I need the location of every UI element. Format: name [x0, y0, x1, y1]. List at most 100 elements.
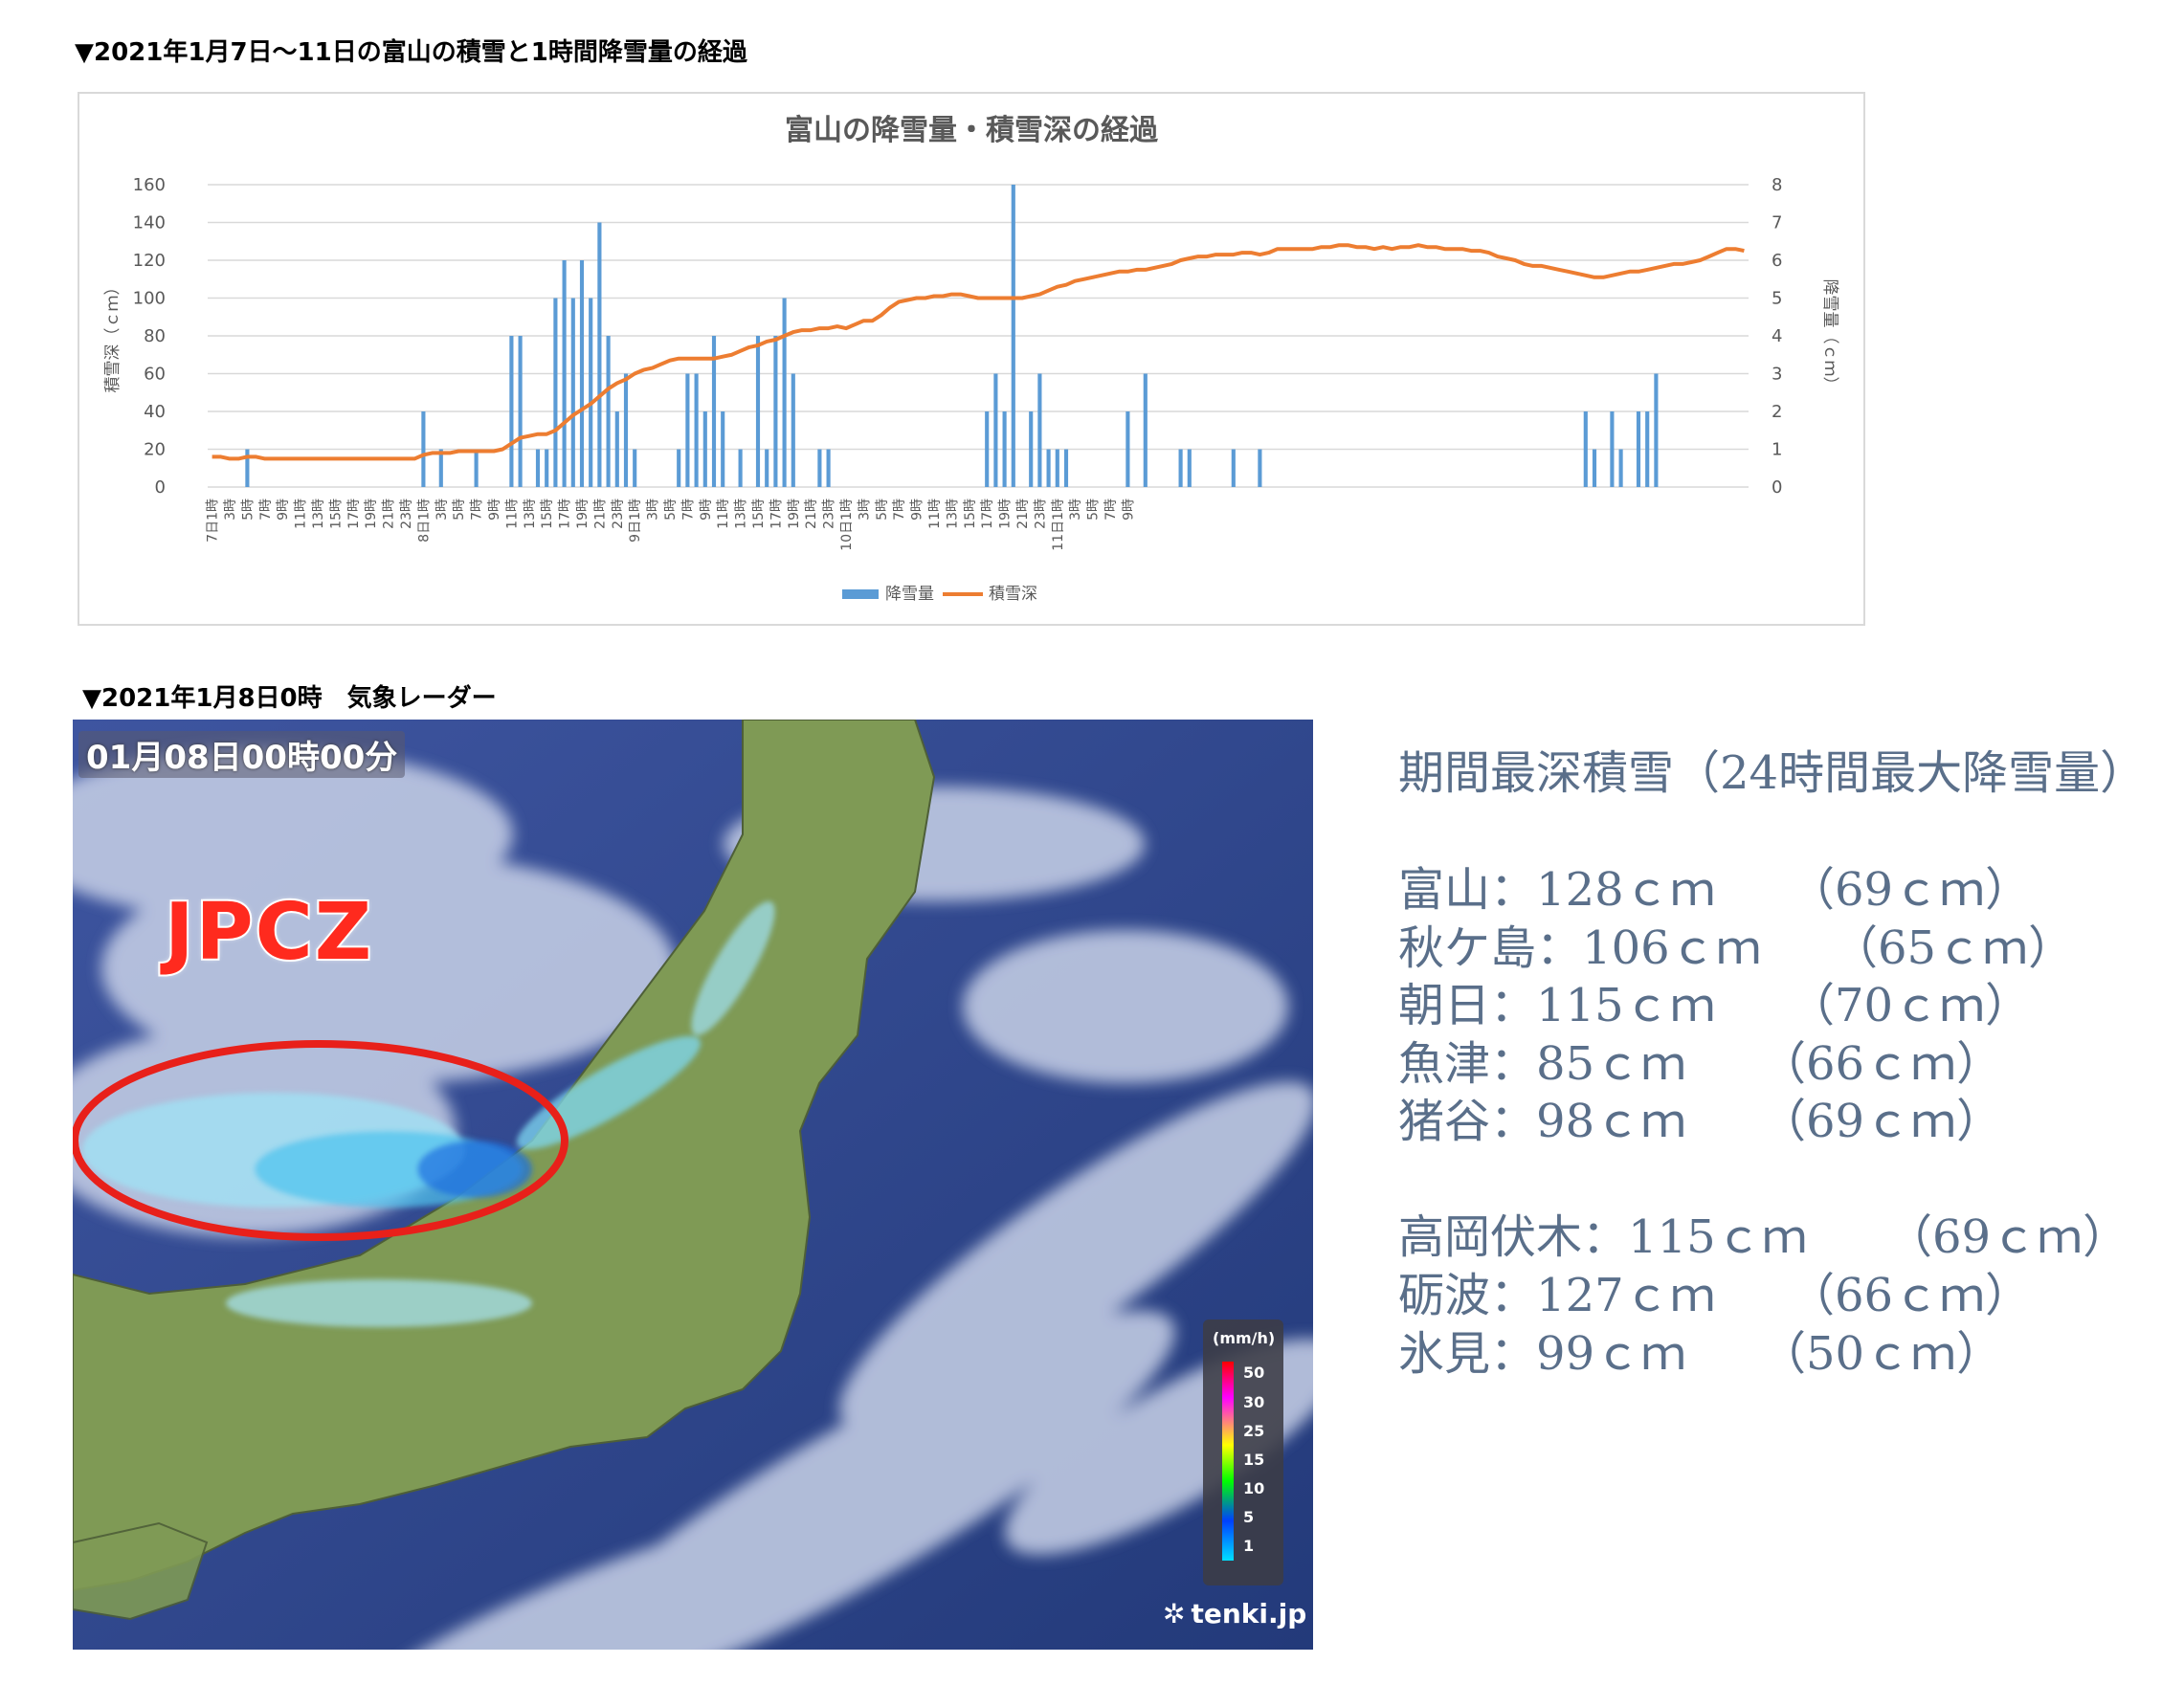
x-tick-label: 7時	[470, 499, 485, 521]
legend-value: 5	[1243, 1508, 1255, 1526]
y-left-tick-label: 40	[144, 402, 166, 422]
x-tick-label: 15時	[963, 499, 978, 529]
snowfall-bar	[782, 298, 787, 487]
stats-title: 期間最深積雪（24時間最大降雪量）	[1398, 746, 2147, 800]
stat-max-depth: 98ｃｍ	[1536, 1095, 1687, 1148]
x-tick-label: 11時	[294, 499, 309, 529]
y-left-axis-label: 積雪深（ｃｍ）	[103, 279, 123, 393]
snowfall-bar	[562, 260, 567, 487]
x-tick-label: 3時	[857, 499, 872, 521]
snowfall-bar	[1583, 411, 1588, 487]
snowfall-bar	[579, 260, 585, 487]
y-left-tick-label: 120	[133, 251, 166, 271]
stat-max-24h: （66ｃｍ）	[1760, 1036, 2003, 1091]
snowfall-bar	[817, 449, 822, 487]
y-right-axis-label: 降雪量（ｃｍ）	[1820, 279, 1839, 393]
snowfall-bar	[1258, 449, 1262, 487]
radar-map-image	[73, 720, 1313, 1650]
stat-max-24h: （50ｃｍ）	[1760, 1327, 2003, 1381]
x-tick-label: 9日1時	[628, 499, 643, 543]
x-tick-label: 11時	[927, 499, 943, 529]
stat-separator: ：	[1490, 979, 1537, 1032]
legend-bar-swatch	[842, 589, 879, 599]
x-tick-label: 11時	[504, 499, 520, 529]
stat-place: 猪谷	[1398, 1095, 1491, 1148]
stat-row: 砺波：127ｃｍ （66ｃｍ）	[1398, 1257, 2031, 1324]
x-tick-label: 7時	[258, 499, 274, 521]
x-tick-label: 9時	[276, 499, 291, 521]
snowfall-bar	[791, 373, 795, 487]
snowfall-bar	[1046, 449, 1051, 487]
y-left-tick-label: 60	[144, 365, 166, 385]
stat-place: 秋ケ島	[1398, 920, 1537, 975]
snowfall-bar	[606, 336, 611, 487]
legend-line-label: 積雪深	[989, 585, 1037, 604]
snowfall-bar	[597, 222, 602, 487]
legend-value: 50	[1243, 1364, 1265, 1382]
snowfall-bar	[1029, 411, 1034, 487]
x-tick-label: 5時	[875, 499, 890, 521]
snowfall-bar	[711, 336, 717, 487]
snowfall-bar	[685, 373, 690, 487]
chart-section-heading: ▼2021年1月7日～11日の富山の積雪と1時間降雪量の経過	[75, 38, 747, 67]
stat-separator: ：	[1582, 1210, 1629, 1264]
jpcz-annotation: JPCZ	[163, 885, 374, 980]
x-tick-label: 13時	[311, 499, 326, 529]
x-tick-label: 19時	[787, 499, 802, 529]
x-tick-label: 3時	[1068, 499, 1083, 521]
snow-chart-svg: 富山の降雪量・積雪深の経過 0 20 40 60 80 100 120 140 160 0 1 2 3 4 5…	[103, 114, 1839, 604]
snowfall-bar	[1037, 373, 1042, 487]
snowfall-bar	[1143, 373, 1148, 487]
snowfall-bar	[1011, 185, 1015, 487]
chart-title: 富山の降雪量・積雪深の経過	[785, 114, 1159, 147]
snowfall-bar	[553, 298, 558, 487]
x-tick-label: 11日1時	[1051, 499, 1066, 551]
x-tick-label: 3時	[435, 499, 450, 521]
y-right-tick-label: 5	[1772, 289, 1782, 309]
snowfall-bar	[738, 449, 743, 487]
x-tick-label: 23時	[1033, 499, 1048, 529]
snowfall-bar	[1654, 373, 1659, 487]
x-tick-label: 17時	[769, 499, 784, 529]
stat-max-depth: 99ｃｍ	[1536, 1327, 1687, 1381]
y-right-tick-label: 8	[1772, 175, 1782, 195]
snowfall-bar	[773, 336, 778, 487]
stat-separator: ：	[1490, 1095, 1537, 1148]
snowfall-bar	[1178, 449, 1183, 487]
stat-max-24h: （69ｃｍ）	[1789, 863, 2032, 917]
snowfall-bar	[826, 449, 831, 487]
snowfall-bar	[474, 449, 479, 487]
radar-section-heading: ▼2021年1月8日0時 気象レーダー	[82, 684, 497, 713]
x-tick-label: 13時	[523, 499, 538, 529]
tenki-logo-text: tenki.jp	[1191, 1598, 1307, 1630]
y-left-tick-label: 20	[144, 440, 166, 460]
snowfall-bar	[1187, 449, 1192, 487]
precipitation-legend: (mm/h) 50 30 25 15 10 5 1	[1203, 1319, 1283, 1585]
stat-separator: ：	[1536, 920, 1583, 975]
radar-timestamp: 01月08日00時00分	[78, 731, 406, 778]
snowfall-bar	[1618, 449, 1623, 487]
snowfall-bar	[1125, 411, 1130, 487]
stat-row: 高岡伏木：115ｃｍ （69ｃｍ）	[1398, 1199, 2128, 1266]
legend-bar-label: 降雪量	[885, 585, 934, 604]
stat-row: 富山：128ｃｍ （69ｃｍ）	[1398, 852, 2031, 919]
x-tick-label: 17時	[346, 499, 362, 529]
snowfall-bar	[1063, 449, 1069, 487]
stat-place: 砺波	[1398, 1269, 1491, 1322]
y-left-tick-label: 160	[133, 175, 166, 195]
stat-place: 高岡伏木	[1398, 1210, 1583, 1264]
x-tick-label: 7時	[1103, 499, 1119, 521]
stat-row: 氷見：99ｃｍ （50ｃｍ）	[1398, 1316, 2002, 1383]
snowfall-bar	[721, 411, 725, 487]
y-left-tick-label: 80	[144, 326, 166, 346]
stat-row: 朝日：115ｃｍ （70ｃｍ）	[1398, 967, 2031, 1034]
y-right-tick-label: 4	[1772, 326, 1782, 346]
y-left-tick-label: 140	[133, 213, 166, 233]
snowfall-bar	[1055, 449, 1059, 487]
x-tick-label: 9時	[910, 499, 925, 521]
stat-place: 富山	[1398, 863, 1491, 917]
stat-place: 氷見	[1398, 1327, 1491, 1381]
x-tick-label: 9時	[1121, 499, 1136, 521]
x-tick-label: 21時	[592, 499, 608, 529]
x-tick-label: 23時	[611, 499, 626, 529]
